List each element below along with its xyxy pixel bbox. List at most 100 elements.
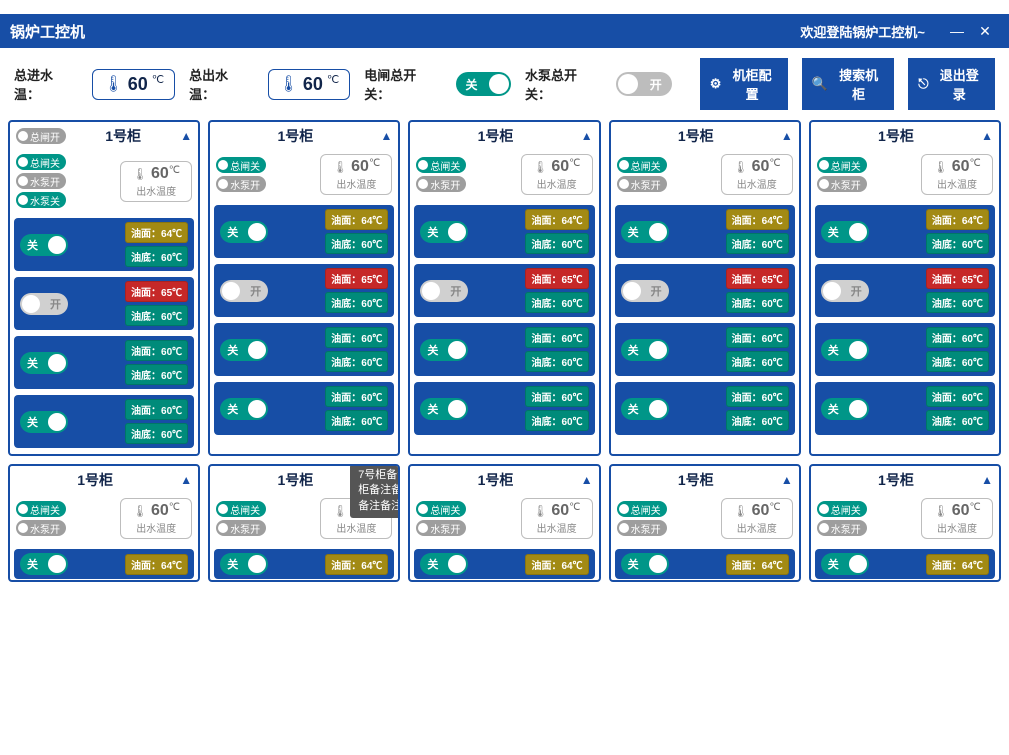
heater-row: 关 油面：64℃油底：60℃: [414, 205, 594, 258]
card-header: 1号柜 ▲: [410, 122, 598, 150]
heater-toggle[interactable]: 关: [420, 553, 468, 575]
heater-toggle[interactable]: 关: [621, 398, 669, 420]
welcome-text: 欢迎登陆锅炉工控机~: [800, 22, 925, 41]
heater-toggle[interactable]: 关: [621, 553, 669, 575]
temp-chip: 油面：60℃: [525, 386, 588, 407]
heater-toggle[interactable]: 关: [420, 339, 468, 361]
heater-toggle[interactable]: 关: [20, 352, 68, 374]
minimize-button[interactable]: —: [943, 23, 971, 39]
cabinet-card: 1号柜 ▲ 总闸关 水泵开 🌡 60℃ 出水温度 关 油面：64℃: [408, 464, 600, 582]
temp-chip: 油底：60℃: [125, 246, 188, 267]
heater-row: 关 油面：64℃ 油底：60℃: [14, 218, 194, 271]
card-status: 总闸关 水泵开 🌡 60℃ 出水温度: [611, 494, 799, 543]
heater-toggle[interactable]: 关: [420, 398, 468, 420]
collapse-icon[interactable]: ▲: [381, 129, 393, 143]
temp-chip: 油底：60℃: [726, 351, 789, 372]
status-pill: 总闸关: [16, 501, 66, 517]
temp-chip: 油面：64℃: [325, 554, 388, 575]
heater-toggle[interactable]: 关: [20, 234, 68, 256]
card-status: 总闸关 水泵开 🌡 60℃ 出水温度: [410, 150, 598, 199]
temp-chip: 油底：60℃: [726, 233, 789, 254]
status-pill: 水泵开: [617, 176, 667, 192]
heater-toggle[interactable]: 关: [420, 221, 468, 243]
heater-toggle[interactable]: 关: [220, 553, 268, 575]
pump-master-toggle[interactable]: 开: [616, 72, 671, 96]
search-cabinet-button[interactable]: 🔍搜索机柜: [802, 58, 895, 110]
heater-row: 关 油面：60℃油底：60℃: [414, 323, 594, 376]
card-status: 总闸关 水泵开 🌡 60℃ 出水温度: [410, 494, 598, 543]
heater-toggle[interactable]: 关: [821, 398, 869, 420]
heater-row: 关 油面：64℃: [414, 549, 594, 579]
collapse-icon[interactable]: ▲: [180, 129, 192, 143]
heater-toggle[interactable]: 关: [621, 339, 669, 361]
card-header: 1号柜 ▲: [10, 466, 198, 494]
logout-button[interactable]: ⎋退出登录: [908, 58, 995, 110]
collapse-icon[interactable]: ▲: [180, 473, 192, 487]
heater-row: 关 油面：64℃油底：60℃: [214, 205, 394, 258]
cabinet-name: 1号柜: [216, 126, 374, 146]
cabinet-card: 1号柜 ▲ 总闸关 水泵开 🌡 60℃ 出水温度 关 油面：64℃油底：60℃ …: [408, 120, 600, 456]
temp-chip: 油底：60℃: [325, 233, 388, 254]
status-pill: 总闸开: [16, 128, 66, 144]
collapse-icon[interactable]: ▲: [581, 129, 593, 143]
heater-row: 关 油面：64℃: [214, 549, 394, 579]
outlet-temp-display: 🌡 60℃ 出水温度: [120, 161, 192, 202]
temp-chip: 油面：64℃: [125, 554, 188, 575]
collapse-icon[interactable]: ▲: [781, 129, 793, 143]
temp-chip: 油面：64℃: [125, 222, 188, 243]
heater-toggle[interactable]: 关: [621, 221, 669, 243]
card-header: 1号柜 ▲: [611, 466, 799, 494]
heater-row: 关 油面：60℃油底：60℃: [14, 395, 194, 448]
heater-toggle[interactable]: 关: [220, 339, 268, 361]
heater-row: 关 油面：60℃油底：60℃: [214, 323, 394, 376]
heater-toggle[interactable]: 开: [821, 280, 869, 302]
heater-toggle[interactable]: 开: [220, 280, 268, 302]
thermometer-icon: 🌡: [279, 74, 299, 94]
cabinet-name: 1号柜: [72, 126, 174, 146]
outlet-temp-display: 🌡 60℃ 出水温度: [320, 154, 392, 195]
inlet-temp-box: 🌡 60℃: [92, 69, 175, 100]
cabinet-card: 1号柜 ▲ 总闸关 水泵开 🌡 60℃ 出水温度 关 油面：64℃油底：60℃ …: [609, 120, 801, 456]
temp-chip: 油面：65℃: [125, 281, 188, 302]
status-pill: 总闸关: [817, 157, 867, 173]
heater-row: 开 油面：65℃油底：60℃: [214, 264, 394, 317]
cabinet-name: 1号柜: [416, 470, 574, 490]
heater-toggle[interactable]: 关: [220, 221, 268, 243]
collapse-icon[interactable]: ▲: [581, 473, 593, 487]
heater-toggle[interactable]: 关: [20, 411, 68, 433]
heater-toggle[interactable]: 关: [220, 398, 268, 420]
collapse-icon[interactable]: ▲: [981, 473, 993, 487]
temp-chip: 油面：60℃: [726, 327, 789, 348]
card-header: 1号柜 ▲: [811, 122, 999, 150]
heater-toggle[interactable]: 关: [821, 339, 869, 361]
card-header: 1号柜 ▲: [811, 466, 999, 494]
status-pill: 总闸关: [416, 157, 466, 173]
status-pill: 水泵开: [416, 520, 466, 536]
temp-chip: 油底：60℃: [525, 351, 588, 372]
heater-toggle[interactable]: 开: [420, 280, 468, 302]
heater-row: 关 油面：60℃ 油底：60℃: [615, 323, 795, 376]
close-button[interactable]: ✕: [971, 23, 999, 40]
heater-toggle[interactable]: 开: [621, 280, 669, 302]
heater-toggle[interactable]: 开: [20, 293, 68, 315]
heater-toggle[interactable]: 关: [821, 221, 869, 243]
temp-chip: 油底：60℃: [726, 292, 789, 313]
temp-chip: 油面：64℃: [926, 554, 989, 575]
collapse-icon[interactable]: ▲: [781, 473, 793, 487]
temp-chip: 油底：60℃: [726, 410, 789, 431]
temp-chip: 油底：60℃: [926, 351, 989, 372]
heater-toggle[interactable]: 关: [821, 553, 869, 575]
collapse-icon[interactable]: ▲: [981, 129, 993, 143]
card-status: 总闸关 水泵开 🌡 60℃ 出水温度: [210, 150, 398, 199]
heater-toggle[interactable]: 关: [20, 553, 68, 575]
temp-chip: 油面：60℃: [726, 386, 789, 407]
temp-chip: 油底：60℃: [325, 410, 388, 431]
cabinet-card: 7号柜备注备注备注备注7号柜备注备注备注备注7号柜备注备注备注 总闸关 1号柜 …: [208, 464, 400, 582]
temp-chip: 油面：60℃: [926, 386, 989, 407]
card-header: 1号柜 ▲: [611, 122, 799, 150]
brake-master-toggle[interactable]: 关: [456, 72, 511, 96]
cabinet-config-button[interactable]: ⚙机柜配置: [700, 58, 788, 110]
status-pill: 水泵开: [817, 176, 867, 192]
heater-row: 关 油面：64℃: [615, 549, 795, 579]
search-icon: 🔍: [812, 76, 828, 92]
